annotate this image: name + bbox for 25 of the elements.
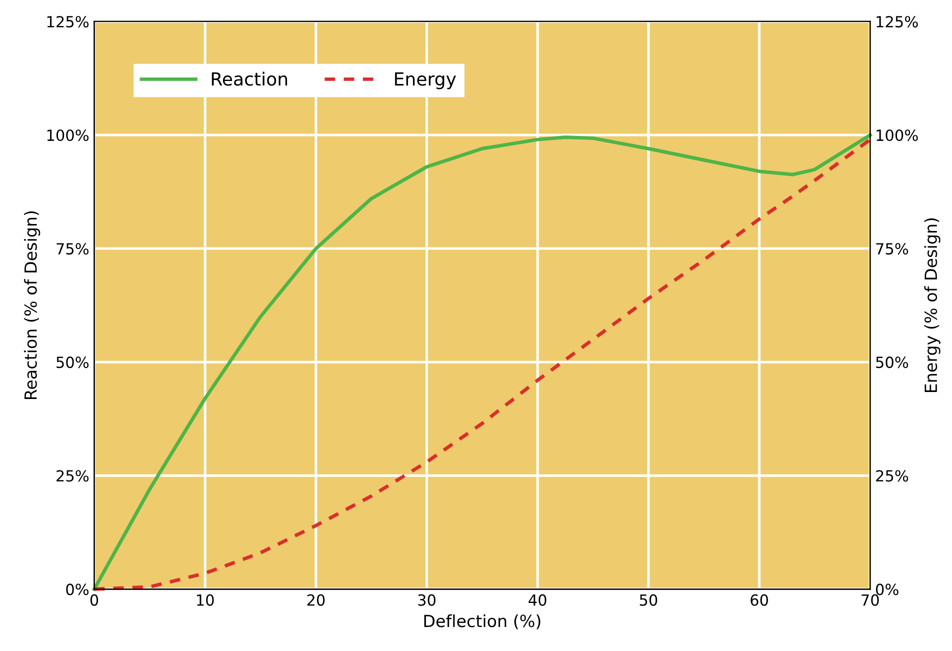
y-tick-label: 50% [56,356,89,368]
y2-axis-title: Energy (% of Design) [924,218,940,392]
y2-tick-label: 0% [876,584,898,596]
y-tick-label: 125% [47,16,89,28]
y-tick-label: 25% [56,470,89,482]
x-tick-label: 60 [750,594,768,606]
x-tick-label: 70 [862,594,879,606]
y2-tick-label: 50% [876,356,908,368]
x-tick-label: 40 [528,594,546,606]
y2-tick-label: 25% [876,470,908,482]
x-tick-label: 20 [307,594,325,606]
y2-tick-label: 75% [876,243,908,255]
y2-tick-label: 100% [876,129,918,142]
legend-label: Reaction [212,72,288,86]
y-axis-title: Reaction (% of Design) [24,211,40,400]
x-tick-label: 30 [418,594,436,606]
x-axis-title: Deflection (%) [424,614,540,630]
y-tick-label: 75% [56,243,89,255]
y-tick-label: 100% [47,129,89,142]
x-tick-label: 50 [640,594,658,606]
x-tick-label: 10 [197,594,214,606]
y-tick-label: 0% [66,584,89,596]
x-tick-label: 0 [90,594,98,606]
legend-label: Energy [395,72,456,90]
y2-tick-label: 125% [876,16,918,28]
